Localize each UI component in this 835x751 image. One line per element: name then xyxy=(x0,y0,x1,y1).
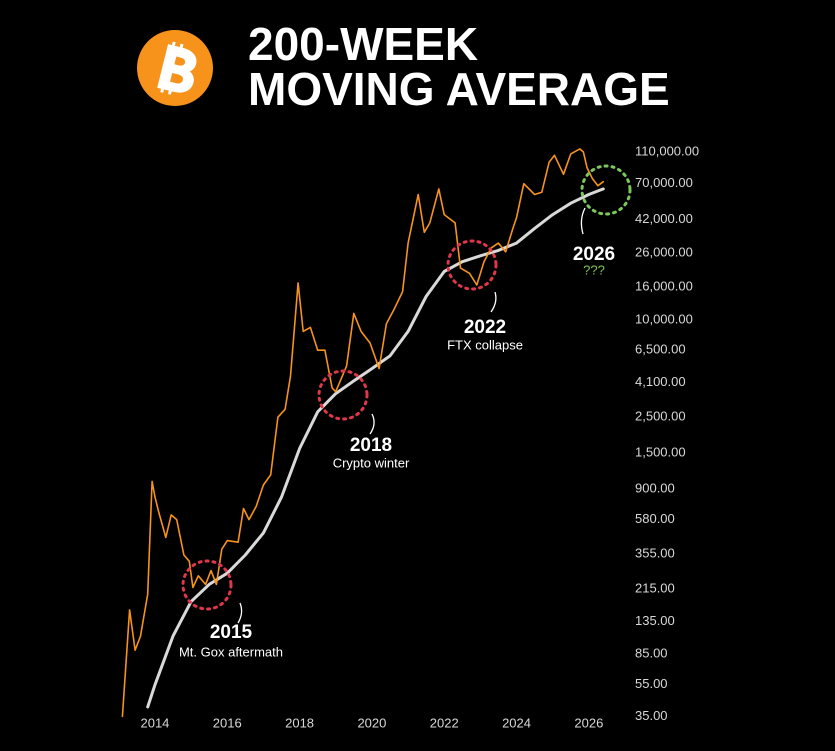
y-tick-label: 26,000.00 xyxy=(635,245,693,260)
annotation-arrow xyxy=(237,602,243,624)
x-tick-label: 2022 xyxy=(430,715,459,730)
annotation-text: Crypto winter xyxy=(333,455,410,470)
y-tick-label: 10,000.00 xyxy=(635,311,693,326)
y-tick-label: 6,500.00 xyxy=(635,342,686,357)
annotation-title: 2026 xyxy=(573,244,615,265)
y-tick-label: 580.00 xyxy=(635,511,675,526)
x-tick-label: 2024 xyxy=(502,715,531,730)
highlight-circle xyxy=(317,369,369,421)
y-tick-label: 55.00 xyxy=(635,676,668,691)
price-line xyxy=(121,148,605,718)
annotation-text: ??? xyxy=(583,262,605,277)
annotation-title: 2018 xyxy=(350,435,392,456)
y-tick-label: 2,500.00 xyxy=(635,409,686,424)
highlight-circle xyxy=(181,559,233,611)
y-tick-label: 4,100.00 xyxy=(635,374,686,389)
x-tick-label: 2020 xyxy=(357,715,386,730)
y-tick-label: 35.00 xyxy=(635,708,668,723)
annotation-arrow xyxy=(580,207,586,235)
y-tick-label: 215.00 xyxy=(635,581,675,596)
y-tick-label: 42,000.00 xyxy=(635,211,693,226)
chart-title: 200-WEEK xyxy=(248,18,478,70)
y-tick-label: 900.00 xyxy=(635,480,675,495)
y-tick-label: 85.00 xyxy=(635,646,668,661)
y-tick-label: 70,000.00 xyxy=(635,175,693,190)
highlight-circle xyxy=(580,164,632,216)
annotation-arrow xyxy=(490,291,497,313)
highlight-circle xyxy=(446,239,498,291)
annotation-text: FTX collapse xyxy=(447,337,523,352)
y-tick-label: 16,000.00 xyxy=(635,279,693,294)
annotation-text: Mt. Gox aftermath xyxy=(179,644,283,659)
chart-title: MOVING AVERAGE xyxy=(248,63,670,115)
x-tick-label: 2014 xyxy=(140,715,169,730)
x-tick-label: 2026 xyxy=(574,715,603,730)
y-tick-label: 110,000.00 xyxy=(635,143,699,158)
y-tick-label: 135.00 xyxy=(635,613,675,628)
x-tick-label: 2016 xyxy=(213,715,242,730)
bitcoin-symbol xyxy=(157,41,197,95)
annotation-title: 2015 xyxy=(210,622,253,643)
y-tick-label: 1,500.00 xyxy=(635,444,686,459)
y-tick-label: 355.00 xyxy=(635,545,675,560)
x-tick-label: 2018 xyxy=(285,715,314,730)
annotation-title: 2022 xyxy=(464,317,506,338)
annotation-arrow xyxy=(369,413,375,435)
